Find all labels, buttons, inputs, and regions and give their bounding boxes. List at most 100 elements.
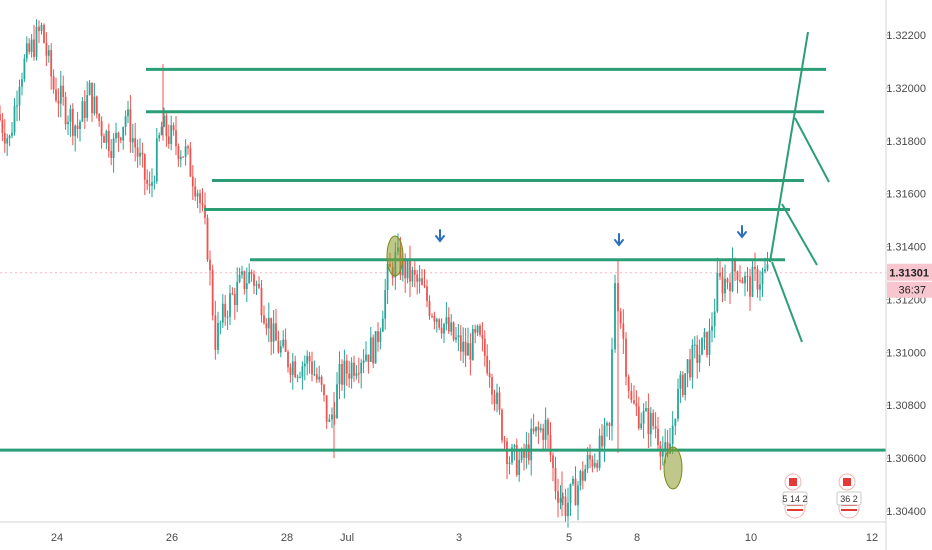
candle-body — [275, 323, 277, 341]
candle-body — [696, 344, 699, 363]
candle-body — [318, 376, 321, 380]
candle-body — [562, 496, 564, 499]
candle-body — [348, 373, 351, 379]
y-tick-label: 1.31400 — [886, 242, 926, 254]
candle-body — [433, 316, 436, 322]
candle-body — [657, 428, 659, 446]
candle-body — [231, 293, 234, 295]
candle-body — [107, 131, 110, 152]
candle-body — [360, 362, 363, 374]
candle-body — [627, 376, 630, 392]
candle-body — [564, 496, 567, 517]
candle-body — [221, 303, 224, 323]
candle-body — [637, 406, 640, 429]
candle-body — [122, 126, 125, 141]
candle-body — [630, 391, 633, 401]
candle-body — [647, 408, 650, 435]
candle-body — [0, 114, 1, 120]
candle-body — [642, 410, 645, 424]
down-arrow-icon — [435, 229, 445, 243]
candle-body — [440, 327, 443, 334]
candle-body — [294, 361, 297, 377]
candle-body — [744, 275, 746, 284]
candle-body — [731, 260, 734, 292]
candle-body — [241, 271, 243, 275]
candle-body — [69, 108, 72, 122]
candle-body — [160, 126, 163, 136]
candle-body — [713, 311, 716, 327]
candle-body — [93, 96, 96, 114]
candle-body — [191, 176, 194, 187]
candle-body — [406, 258, 409, 279]
candle-body — [129, 109, 132, 143]
candle-body — [457, 335, 460, 338]
candle-body — [606, 423, 608, 426]
candle-layer — [0, 19, 769, 528]
candle-body — [76, 125, 79, 129]
candle-body — [724, 278, 726, 294]
candle-body — [33, 39, 35, 57]
candle-body — [426, 286, 428, 302]
candle-body — [418, 278, 421, 282]
candle-body — [698, 354, 701, 363]
badge-layer: 5 14 2 36 2 — [782, 473, 862, 519]
candle-body — [455, 337, 457, 340]
x-tick-label: 24 — [51, 532, 63, 544]
candle-body — [3, 133, 6, 144]
candle-body — [759, 284, 761, 290]
candle-body — [110, 151, 113, 158]
candle-body — [139, 152, 141, 157]
cad-flag-stripe — [789, 478, 797, 486]
countdown-bg — [887, 281, 932, 298]
candle-body — [153, 181, 156, 183]
candle-body — [238, 274, 241, 282]
candle-body — [315, 374, 318, 380]
candle-body — [608, 423, 611, 427]
candle-body — [661, 449, 664, 457]
down-arrow-icon — [737, 225, 747, 239]
y-tick-label: 1.32000 — [886, 83, 926, 95]
candle-body — [567, 502, 569, 517]
candle-body — [401, 258, 404, 276]
y-tick-label: 1.30600 — [886, 453, 926, 465]
candle-body — [81, 101, 84, 122]
candle-body — [640, 423, 643, 429]
candle-body — [21, 79, 23, 87]
candle-body — [91, 82, 93, 114]
candle-body — [272, 323, 275, 342]
candle-body — [537, 426, 540, 431]
candle-body — [547, 419, 549, 435]
candle-body — [527, 444, 530, 461]
x-tick-label: 12 — [866, 532, 878, 544]
event-badge-box — [782, 491, 808, 506]
candle-body — [756, 269, 759, 290]
candle-body — [331, 414, 333, 420]
down-arrow-icon — [614, 233, 624, 247]
candle-body — [11, 132, 13, 136]
candle-body — [372, 337, 375, 364]
y-tick-label: 1.31800 — [886, 136, 926, 148]
candle-body — [654, 426, 657, 429]
candle-body — [189, 148, 192, 177]
candle-body — [431, 315, 433, 317]
candle-body — [311, 361, 313, 375]
candle-body — [416, 274, 419, 282]
candle-body — [666, 442, 669, 454]
candle-body — [184, 146, 187, 157]
candle-body — [513, 445, 516, 448]
candle-body — [622, 323, 625, 339]
candle-body — [50, 50, 53, 77]
candle-body — [308, 355, 311, 362]
candle-body — [501, 410, 503, 441]
candle-body — [491, 377, 493, 395]
current-price-label: 1.31301 — [889, 268, 929, 280]
candle-body — [258, 284, 260, 288]
candle-body — [226, 316, 229, 318]
candle-body — [6, 138, 9, 144]
candle-body — [596, 463, 599, 468]
candle-body — [515, 445, 518, 475]
candle-body — [598, 435, 601, 468]
candle-body — [86, 94, 89, 118]
projection-line — [769, 31, 809, 263]
candle-body — [479, 325, 481, 335]
